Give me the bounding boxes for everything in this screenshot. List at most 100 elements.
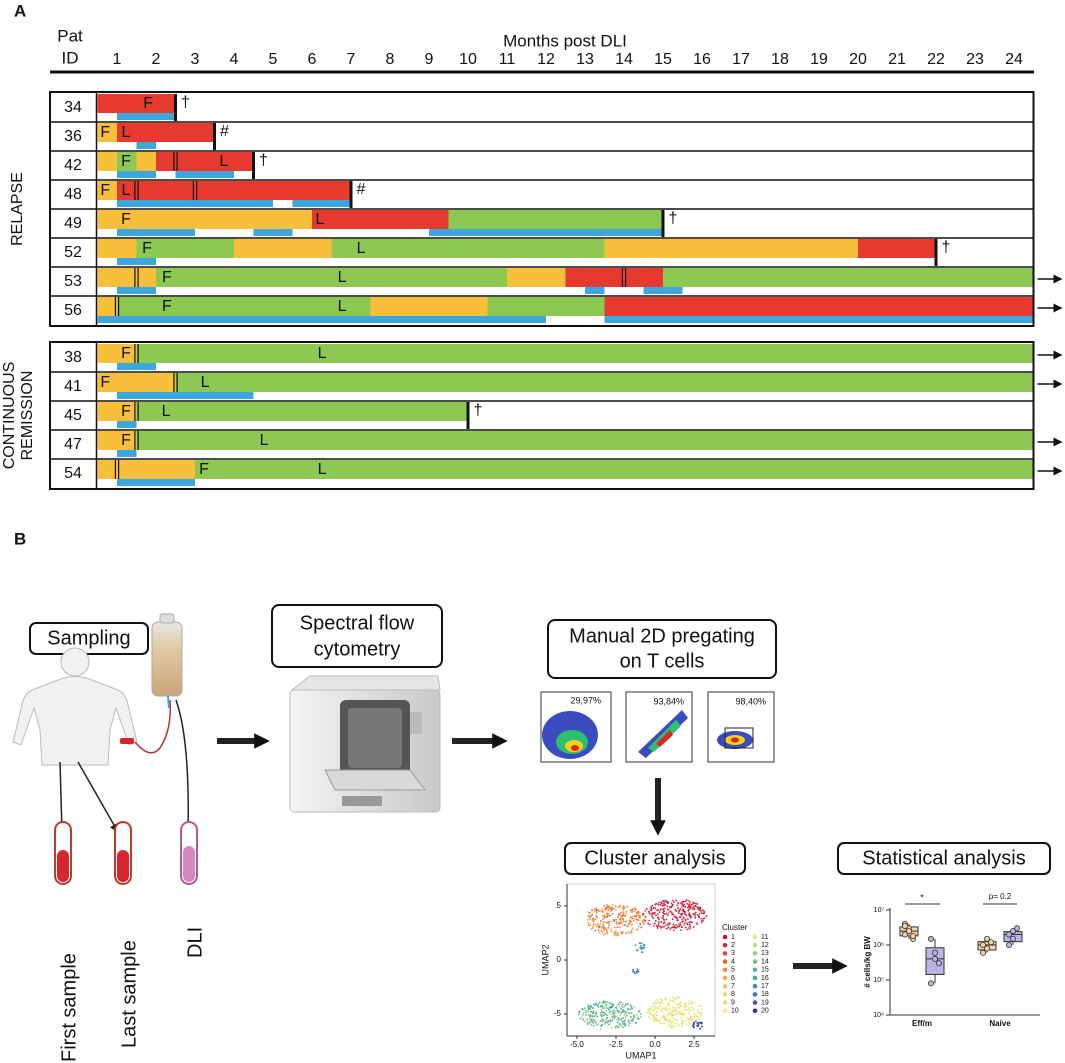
umap-point — [636, 971, 639, 974]
umap-point — [654, 903, 657, 906]
umap-point — [614, 904, 617, 907]
data-point — [1006, 931, 1013, 938]
umap-point — [699, 910, 702, 913]
umap-point — [617, 933, 620, 936]
treatment-bar — [117, 392, 254, 399]
umap-point — [630, 909, 633, 912]
umap-point — [624, 924, 627, 927]
umap-point — [627, 1024, 630, 1027]
treatment-bar — [136, 142, 156, 149]
umap-point — [614, 909, 617, 912]
umap-point — [659, 1017, 662, 1020]
umap-point — [588, 911, 591, 914]
status-segment — [97, 268, 156, 287]
umap-point — [587, 922, 590, 925]
panel-label: A — [14, 1, 26, 20]
status-segment — [117, 181, 351, 200]
umap-point — [665, 927, 668, 930]
umap-point — [654, 907, 657, 910]
umap-point — [609, 1005, 612, 1008]
umap-point — [685, 1005, 688, 1008]
umap-point — [691, 921, 694, 924]
umap-point — [663, 910, 665, 912]
dli-bag — [151, 621, 183, 697]
umap-point — [663, 918, 666, 921]
umap-point — [653, 1018, 656, 1021]
umap-point — [641, 919, 644, 922]
umap-point — [684, 906, 687, 908]
umap-point — [606, 1001, 609, 1004]
legend-label: 20 — [761, 1008, 769, 1015]
legend-swatch — [722, 967, 728, 973]
umap-point — [624, 914, 626, 917]
umap-point — [608, 907, 611, 910]
umap-point — [694, 1002, 697, 1005]
status-segment — [136, 239, 234, 258]
umap-point — [616, 932, 619, 934]
umap-point — [683, 1005, 686, 1008]
umap-point — [666, 1018, 669, 1021]
umap-point — [602, 921, 605, 924]
umap-point — [590, 1010, 592, 1013]
umap-point — [601, 1018, 604, 1021]
umap-point — [687, 1018, 690, 1020]
umap-point — [582, 1014, 584, 1016]
umap-point — [614, 1011, 616, 1014]
umap-point — [633, 915, 636, 918]
umap-point — [615, 1006, 617, 1009]
umap-point — [633, 1005, 636, 1008]
umap-point — [607, 912, 609, 915]
umap-point — [682, 1013, 685, 1016]
umap-point — [593, 1015, 596, 1018]
umap-point — [637, 919, 640, 922]
treatment-bar — [604, 316, 1034, 323]
status-segment — [117, 123, 215, 142]
sample-mark: L — [260, 432, 269, 449]
legend-swatch — [752, 992, 758, 997]
legend-title: Cluster — [722, 923, 748, 932]
umap-point — [683, 1007, 686, 1009]
umap-point — [589, 924, 592, 926]
umap-point — [680, 925, 683, 928]
umap-point — [605, 1003, 608, 1006]
umap-point — [635, 949, 638, 952]
umap-point — [635, 911, 638, 914]
month-label: 11 — [499, 51, 516, 68]
umap-point — [588, 1016, 591, 1019]
umap-point — [692, 1012, 695, 1015]
patient-id: 48 — [64, 186, 82, 203]
status-segment — [565, 268, 663, 287]
umap-point — [672, 1006, 675, 1009]
umap-point — [672, 1017, 674, 1020]
umap-point — [685, 1020, 688, 1022]
umap-point — [595, 1023, 597, 1025]
umap-point — [686, 928, 689, 931]
umap-point — [680, 1001, 682, 1004]
umap-point — [678, 924, 681, 927]
status-segment — [370, 297, 488, 316]
umap-point — [586, 919, 589, 921]
legend-swatch — [722, 983, 728, 989]
gate-percent: 29,97% — [570, 695, 601, 705]
umap-point — [698, 1012, 701, 1015]
umap-point — [587, 1004, 590, 1007]
umap-point — [637, 925, 640, 928]
month-label: 4 — [230, 51, 239, 68]
umap-point — [641, 946, 643, 949]
umap-point — [635, 1013, 638, 1016]
umap-point — [693, 902, 696, 905]
umap-point — [652, 1010, 654, 1013]
umap-point — [662, 922, 665, 925]
umap-point — [651, 912, 654, 915]
umap-point — [696, 1011, 699, 1013]
umap-point — [606, 1016, 609, 1019]
umap-point — [602, 925, 605, 928]
tube-fill — [117, 850, 129, 882]
umap-point — [607, 905, 609, 908]
patient-id: 49 — [64, 215, 82, 232]
umap-point — [652, 917, 655, 920]
umap-point — [688, 912, 691, 915]
step-label: cytometry — [314, 638, 401, 660]
patient-id: 54 — [64, 465, 82, 482]
gate-percent: 93,84% — [653, 696, 684, 706]
